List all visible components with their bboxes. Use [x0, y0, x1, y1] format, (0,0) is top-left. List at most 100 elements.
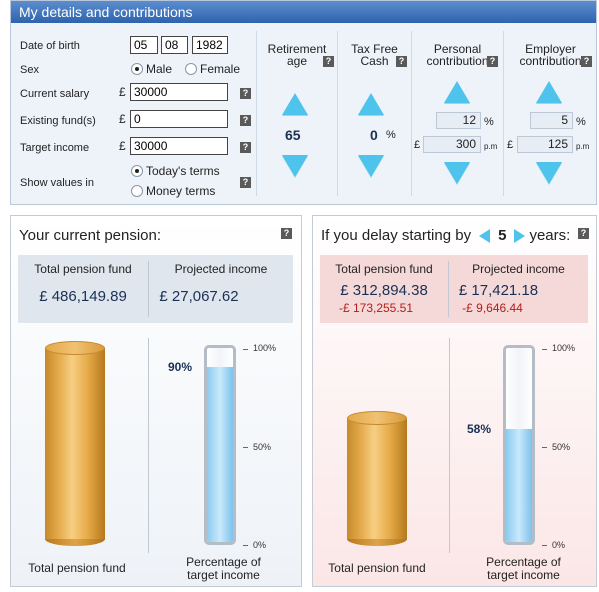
cylinder-body: [45, 348, 105, 539]
help-icon[interactable]: ?: [396, 56, 407, 67]
funds-input[interactable]: [130, 110, 228, 128]
divider: [256, 31, 257, 196]
income-value: £ 17,421.18: [458, 282, 539, 299]
help-icon[interactable]: ?: [581, 56, 592, 67]
todays-terms-radio[interactable]: Today's terms: [131, 164, 220, 178]
help-icon[interactable]: ?: [578, 228, 589, 239]
radio-label: Money terms: [146, 184, 216, 198]
currency-symbol: £: [119, 112, 126, 126]
employer-title: Employer contribution: [504, 43, 597, 67]
current-pension-panel: Your current pension: ? Total pension fu…: [10, 215, 302, 587]
gauge-caption: Percentage of target income: [471, 556, 576, 582]
tax-free-cash-column: Tax Free Cash ? 0 %: [338, 21, 411, 186]
taxfree-unit: %: [386, 129, 396, 141]
employer-up-arrow[interactable]: [536, 81, 562, 103]
employer-down-arrow[interactable]: [536, 162, 562, 184]
taxfree-title: Tax Free Cash: [338, 43, 411, 67]
personal-contribution-column: Personal contribution ? 12 % £ 300 p.m: [412, 21, 503, 186]
delayed-figures-box: Total pension fund £ 312,894.38 -£ 173,2…: [320, 255, 588, 323]
target-label: Target income: [20, 142, 90, 154]
retirement-age-up-arrow[interactable]: [282, 93, 308, 115]
delayed-pension-panel: If you delay starting by 5 years: ? Tota…: [312, 215, 597, 587]
employer-pct-field[interactable]: 5: [530, 112, 573, 129]
current-pension-title: Your current pension:: [19, 227, 162, 244]
caption-line: target income: [187, 568, 260, 582]
gauge-caption: Percentage of target income: [171, 556, 276, 582]
sex-male-radio[interactable]: Male: [131, 62, 172, 76]
decrease-years-arrow[interactable]: [479, 228, 491, 243]
salary-input[interactable]: [130, 83, 228, 101]
income-value: £ 27,067.62: [159, 288, 239, 305]
delay-title: If you delay starting by 5 years:: [321, 227, 570, 244]
retirement-age-down-arrow[interactable]: [282, 155, 308, 177]
tick-0: 0%: [552, 540, 566, 550]
help-icon[interactable]: ?: [240, 88, 251, 99]
divider: [448, 261, 449, 317]
taxfree-down-arrow[interactable]: [358, 155, 384, 177]
dob-day-input[interactable]: [130, 36, 158, 54]
help-icon[interactable]: ?: [281, 228, 292, 239]
delayed-fund-figure: Total pension fund £ 312,894.38 -£ 173,2…: [320, 255, 448, 323]
sex-female-radio[interactable]: Female: [185, 62, 240, 76]
help-icon[interactable]: ?: [240, 177, 251, 188]
increase-years-arrow[interactable]: [514, 228, 526, 243]
cylinder-top: [347, 411, 407, 425]
tick-mark: [243, 349, 248, 350]
taxfree-value: 0: [370, 127, 378, 143]
tick-50: 50%: [552, 442, 571, 452]
help-icon[interactable]: ?: [323, 56, 334, 67]
pm-unit: p.m: [484, 142, 498, 151]
radio-label: Male: [146, 62, 173, 76]
fund-label: Total pension fund: [34, 262, 132, 276]
caption-line: Percentage of: [486, 555, 561, 569]
personal-down-arrow[interactable]: [444, 162, 470, 184]
details-header: My details and contributions: [11, 1, 596, 23]
personal-amount-field[interactable]: 300: [423, 136, 481, 153]
current-fund-figure: Total pension fund £ 486,149.89: [18, 255, 148, 323]
employer-amount-field[interactable]: 125: [517, 136, 573, 153]
dob-month-input[interactable]: [161, 36, 188, 54]
title-line: Retirement: [267, 42, 327, 56]
tick-100: 100%: [253, 343, 277, 353]
gauge-fill: [506, 429, 532, 542]
title-line: contribution: [519, 54, 582, 68]
pct-unit: %: [484, 116, 494, 128]
help-icon[interactable]: ?: [240, 142, 251, 153]
personal-up-arrow[interactable]: [444, 81, 470, 103]
income-difference: -£ 9,646.44: [462, 301, 523, 315]
income-label: Projected income: [472, 262, 565, 276]
help-icon[interactable]: ?: [240, 115, 251, 126]
title-line: Cash: [360, 54, 389, 68]
currency-symbol: £: [119, 139, 126, 153]
tick-mark: [542, 447, 547, 448]
pm-unit: p.m: [576, 142, 590, 151]
delay-years-value: 5: [498, 227, 507, 244]
target-income-input[interactable]: [130, 137, 228, 155]
current-percentage-gauge: [204, 345, 236, 545]
title-line: Tax Free: [351, 42, 398, 56]
fund-label: Total pension fund: [335, 262, 433, 276]
divider: [503, 31, 504, 196]
delay-title-prefix: If you delay starting by: [321, 227, 472, 244]
divider: [148, 338, 149, 553]
dob-label: Date of birth: [20, 40, 80, 52]
gauge-fill: [207, 367, 233, 542]
currency-symbol: £: [507, 139, 514, 151]
income-label: Projected income: [174, 262, 268, 276]
currency-symbol: £: [414, 139, 421, 151]
retirement-title: Retirement age: [257, 43, 337, 67]
money-terms-radio[interactable]: Money terms: [131, 184, 215, 198]
current-income-figure: Projected income £ 27,067.62: [149, 255, 293, 323]
employer-contribution-column: Employer contribution ? 5 % £ 125 p.m: [504, 21, 597, 186]
tick-mark: [542, 545, 547, 546]
help-icon[interactable]: ?: [487, 56, 498, 67]
tick-50: 50%: [253, 442, 272, 452]
divider: [449, 338, 450, 553]
dob-year-input[interactable]: [192, 36, 228, 54]
delayed-percentage-gauge: [503, 345, 535, 545]
radio-label: Female: [200, 62, 241, 76]
taxfree-up-arrow[interactable]: [358, 93, 384, 115]
tick-mark: [243, 545, 248, 546]
delayed-percent-label: 58%: [467, 422, 492, 437]
personal-pct-field[interactable]: 12: [436, 112, 481, 129]
